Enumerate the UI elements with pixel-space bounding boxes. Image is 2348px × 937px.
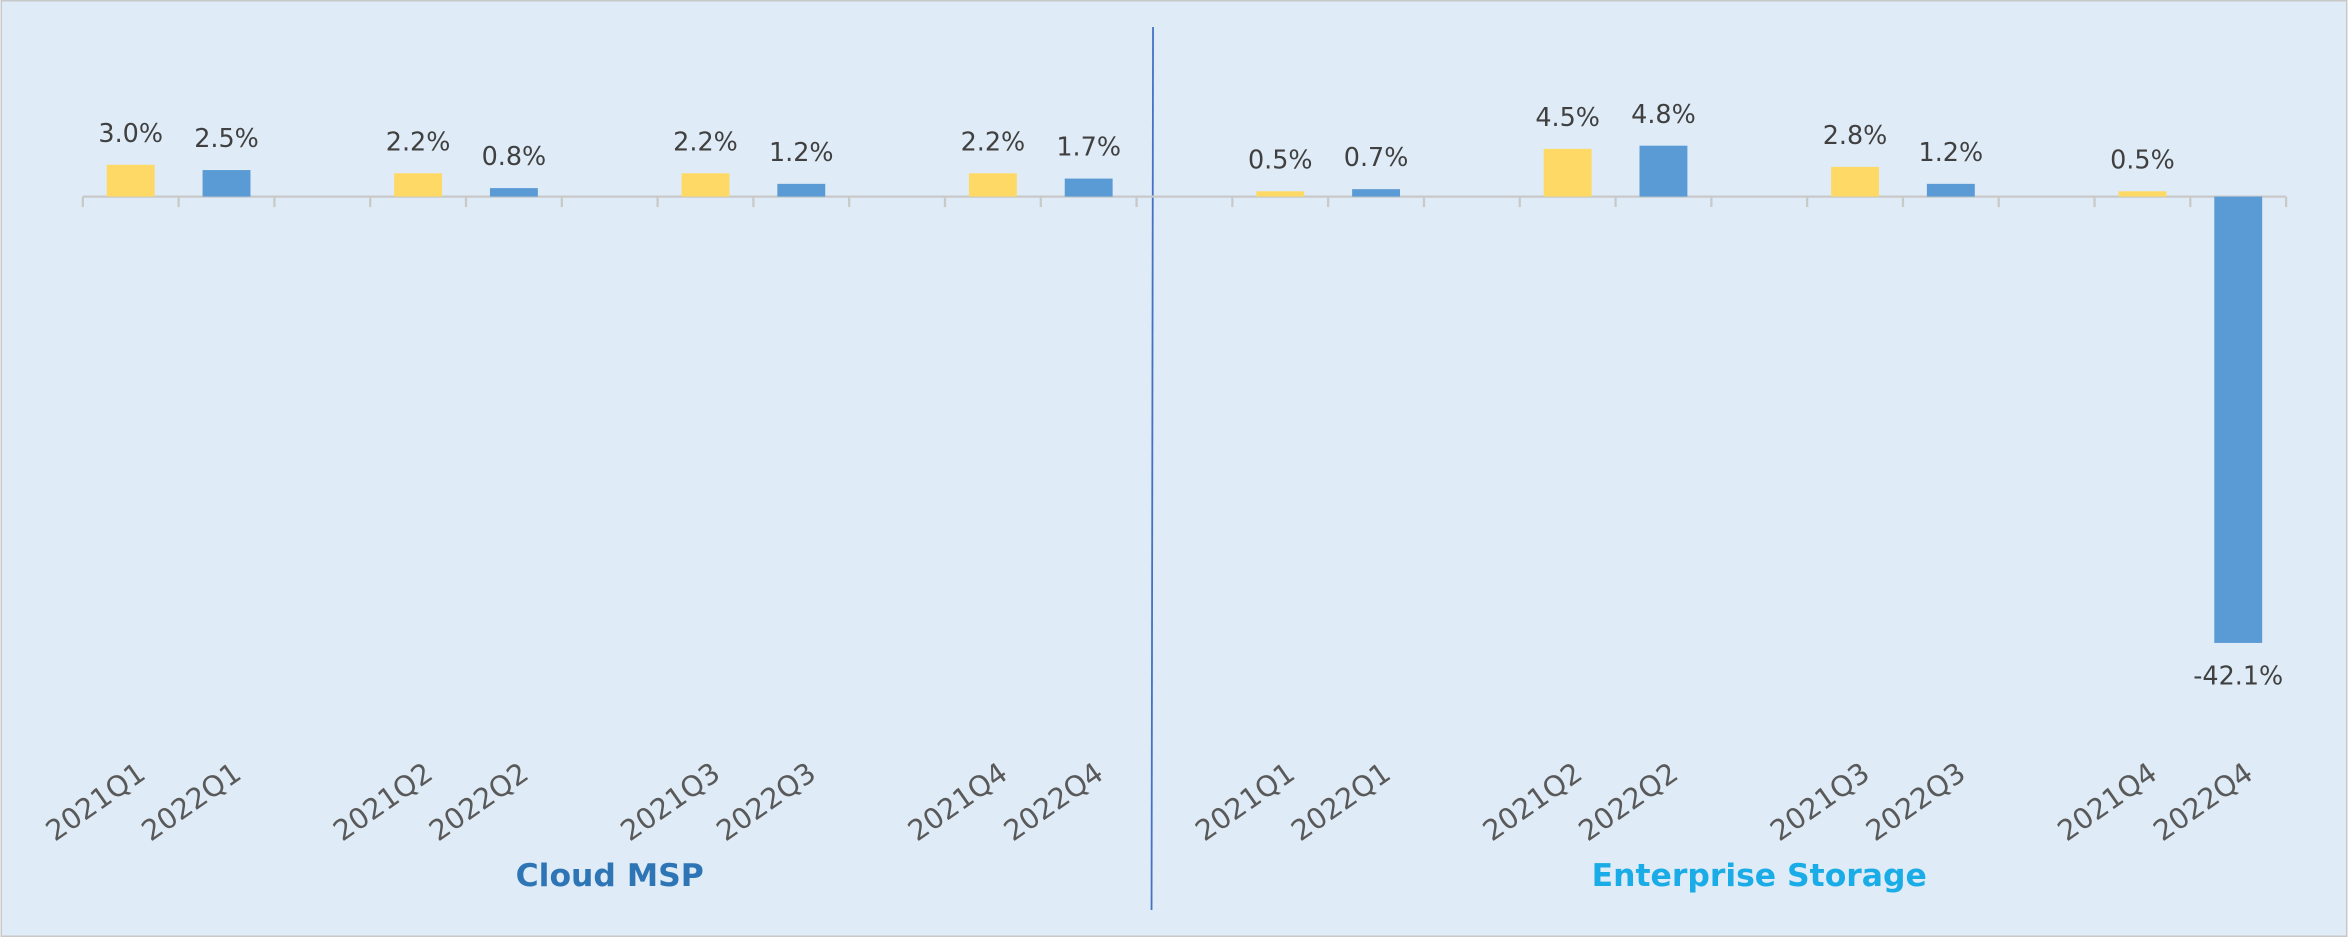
bar [202, 170, 251, 197]
bar [1352, 189, 1401, 197]
bar [1064, 178, 1113, 197]
data-label: 1.2% [1919, 137, 1984, 167]
group-label: Cloud MSP [516, 858, 704, 894]
data-label: 4.8% [1631, 99, 1696, 129]
bar [2118, 191, 2167, 197]
bar [2214, 196, 2263, 643]
group-divider [1150, 26, 1154, 911]
data-label: 2.5% [194, 123, 259, 153]
data-label: 0.8% [482, 141, 547, 171]
data-label: 3.0% [98, 118, 163, 148]
data-label: 0.7% [1344, 142, 1409, 172]
bar [106, 164, 155, 197]
data-label: 2.2% [673, 126, 738, 156]
data-label: 2.8% [1823, 120, 1888, 150]
bar [1256, 191, 1305, 197]
data-label: 2.2% [961, 126, 1026, 156]
bar [681, 173, 730, 197]
data-label: 1.2% [769, 137, 834, 167]
group-label: Enterprise Storage [1592, 858, 1927, 894]
bar [1831, 166, 1879, 197]
data-label: 4.5% [1535, 102, 1600, 132]
bar [489, 188, 538, 197]
data-label: -42.1% [2193, 660, 2283, 690]
bar [1543, 148, 1592, 197]
bar [777, 183, 826, 197]
data-label: 0.5% [2110, 144, 2175, 174]
bar [1926, 183, 1975, 197]
data-label: 0.5% [1248, 144, 1313, 174]
bar [394, 173, 443, 197]
bar [968, 173, 1017, 197]
bar [1639, 145, 1688, 197]
data-label: 1.7% [1056, 132, 1121, 162]
data-label: 2.2% [386, 126, 451, 156]
